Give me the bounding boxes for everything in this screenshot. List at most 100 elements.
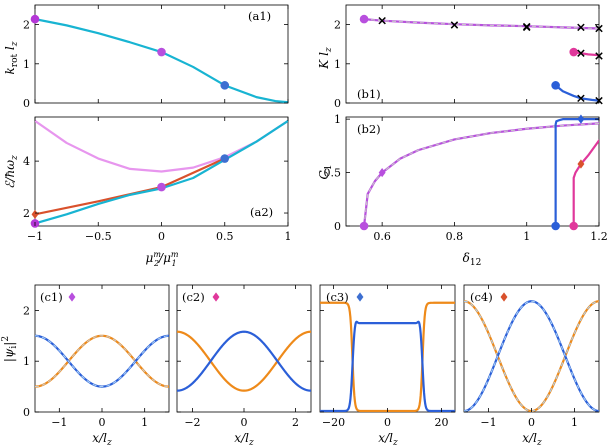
series-c1-orange-dash [35,335,169,388]
series-c2-orange [177,330,311,392]
series-c1-orange [35,334,169,388]
ytick-label-a1-1: 1 [23,58,30,71]
marker-b1-8 [595,24,603,33]
panel-b1: 0 1 2 (b1) K lz [317,4,603,110]
tick-layer-b2: 0.6 0.8 1 1.2 0 0.5 1 [324,113,608,243]
series-group-c2 [177,330,311,392]
marker-b1-9-b [577,49,585,57]
axes-frame-b2 [345,116,600,227]
marker-b1-9 [577,49,585,57]
tick-layer-a1: 0 1 2 [23,5,289,110]
xtick-label-c2-2: 2 [292,416,299,429]
series-b2-violet-dash [363,122,599,226]
series-c3-blue [320,320,455,412]
series-b1-blue [554,84,599,102]
xtick-label-b2-1: 0.8 [446,230,464,243]
panel-a1: 0 1 2 (a1) krot lz [3,4,289,110]
tick-layer-c1: −1 0 1 0 1 2 [23,285,169,429]
ylabel-b1: K lz [317,47,334,70]
xlabel-c3: x/lz [378,431,398,447]
panel-label-c4: (c4) [470,290,493,304]
xlabel-b2: δ12 [463,251,482,268]
marker-b1-4 [450,21,459,29]
ytick-label-b2-2: 1 [334,113,341,126]
axes-frame-c2 [176,284,312,413]
panel-label-c1: (c1) [40,290,63,304]
panel-label-a2: (a2) [250,205,273,219]
xtick-label-b2-2: 1 [523,230,530,243]
xtick-label-b2-3: 1.2 [590,230,608,243]
marker-b1-10 [595,52,603,60]
ytick-label-a1-0: 0 [23,97,30,110]
xtick-label-c4-2: 1 [571,416,578,429]
series-group-c3 [320,301,455,412]
series-c4-orange-dash [464,300,599,412]
marker-a2-2 [157,182,166,192]
label-diamond-c2 [212,292,220,302]
ylabel-a1: krot lz [3,41,20,74]
xtick-label-c2-0: −2 [184,416,200,429]
series-a1-k_rot [35,18,288,103]
ytick-label-b1-1: 1 [334,58,341,71]
xtick-label-c4-0: −1 [480,416,496,429]
series-c1-blue [35,334,169,388]
xtick-label-a2-3: 0.5 [216,230,234,243]
marker-b2-1 [378,167,386,178]
xtick-label-c1-1: 0 [99,416,106,429]
panel-c2: −2 0 2 (c2) x/lz [176,284,312,447]
marker-b1-3-b [378,16,386,25]
marker-a2-0 [31,209,39,219]
label-marker-c4 [500,292,508,302]
label-marker-c2 [212,292,220,302]
ytick-label-b2-0: 0 [334,220,341,233]
marker-b1-4-b [450,21,459,29]
axes-frame-b1 [345,4,600,104]
xtick-label-b2-0: 0.6 [373,230,391,243]
plot-layer-c2 [177,330,311,392]
marker-b2-5 [577,159,585,169]
panel-label-c2: (c2) [182,290,205,304]
label-marker-c3 [356,292,364,302]
plot-layer-a1 [30,14,288,103]
panel-b2: 0.6 0.8 1 1.200.51 (b2) C1 δ12 [317,113,608,268]
tick-layer-c4: −1 0 1 [464,285,599,429]
ylabel-a2: ℰ/ħωz [3,155,20,189]
panel-label-c3: (c3) [326,290,349,304]
xtick-label-c3-2: 20 [435,416,449,429]
xtick-label-a2-4: 1 [285,230,292,243]
xtick-label-c3-1: 0 [384,416,391,429]
plot-layer-c1 [35,334,169,388]
ytick-label-b2-1: 0.5 [324,167,342,180]
series-c4-orange [464,300,599,412]
marker-b1-10-b [595,52,603,60]
marker-b1-3 [378,16,386,25]
marker-b1-8-b [595,24,603,33]
marker-a1-1 [157,47,166,57]
series-b2-blue [554,118,599,226]
marker-b1-2 [551,81,560,90]
label-diamond-c1 [68,292,76,302]
marker-b1-0 [359,14,369,24]
xtick-label-c3-0: −20 [322,416,345,429]
ytick-label-c1-0: 0 [23,406,30,419]
xlabel-c4: x/lz [522,431,542,447]
tick-layer-a2: −1 −0.5 0 0.5 1 2 4 [23,117,292,243]
marker-b1-11-b [577,94,585,103]
ytick-label-b1-2: 2 [334,19,341,32]
series-c3-orange [320,301,455,412]
panel-c1: −1 0 1 0 1 2 (c1) |ψi|2 x/lz [1,284,170,447]
xtick-label-a2-2: 0 [158,230,165,243]
ytick-label-c1-2: 2 [23,304,30,317]
marker-b1-7-b [577,23,585,32]
series-c1-blue-dash [35,335,169,388]
series-b1-violet-dash [364,18,599,30]
ylabel-c: |ψi|2 [1,336,19,362]
xtick-label-c1-2: 1 [141,416,148,429]
series-group-b2 [362,118,599,226]
xtick-label-c2-1: 0 [241,416,248,429]
series-group-b1 [362,18,599,102]
xlabel-c2: x/lz [234,431,254,447]
panel-label-b1: (b1) [357,87,381,101]
marker-a1-2 [220,81,230,90]
